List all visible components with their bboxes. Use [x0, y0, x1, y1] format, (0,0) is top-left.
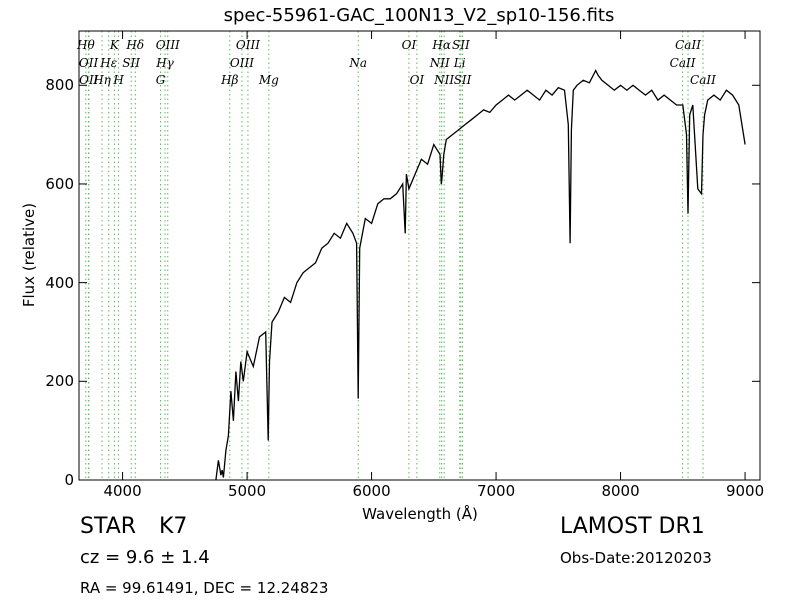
y-tick-label-0: 0	[64, 471, 74, 489]
spectral-line-label-1: OII	[78, 56, 99, 70]
spectral-line-label-9: G	[155, 73, 166, 87]
spectral-line-label-26: CaII	[675, 38, 701, 52]
spectral-line-label-12: Hβ	[221, 73, 239, 87]
spectral-line-label-0: Hθ	[76, 38, 95, 52]
spectral-line-label-13: OIII	[229, 56, 254, 70]
x-axis-label: Wavelength (Å)	[362, 505, 478, 523]
x-tick-label-5: 9000	[725, 482, 765, 500]
spectral-line-label-2: OII	[79, 73, 99, 87]
axis-ticks-layer	[79, 31, 760, 481]
spectral-line-label-15: Mg	[258, 73, 279, 87]
spectral-line-label-20: Hα	[432, 38, 451, 52]
spectral-line-label-10: Hγ	[156, 56, 174, 70]
spectral-line-label-19: NII	[429, 56, 450, 70]
redshift-text: cz = 9.6 ± 1.4	[80, 547, 210, 568]
y-axis-label: Flux (relative)	[20, 202, 38, 308]
x-tick-label-0: 4000	[103, 482, 142, 500]
spectral-line-label-23: SII	[451, 38, 470, 52]
radec-text: RA = 99.61491, DEC = 12.24823	[80, 579, 329, 597]
spectral-line-label-16: Na	[349, 56, 368, 70]
spectral-line-label-22: Li	[453, 56, 466, 70]
spectral-line-label-11: OIII	[155, 38, 180, 52]
spectral-line-label-5: K	[109, 38, 119, 52]
spectral-line-label-3: Hη	[93, 73, 111, 87]
series-spectrum-line	[215, 69, 746, 481]
spectral-line-label-17: OI	[401, 38, 417, 52]
spectral-line-label-8: Hδ	[126, 38, 145, 52]
spectral-lines-layer	[85, 31, 704, 480]
y-tick-label-3: 600	[45, 174, 74, 193]
subclass-label: K7	[159, 514, 188, 539]
survey-label: LAMOST DR1	[560, 514, 705, 539]
plot-frame	[78, 30, 761, 481]
chart-title: spec-55961-GAC_100N13_V2_sp10-156.fits	[223, 5, 615, 26]
x-tick-label-1: 5000	[227, 482, 267, 500]
y-tick-label-2: 400	[45, 273, 74, 292]
spectral-line-label-24: SII	[453, 73, 472, 87]
x-tick-label-2: 6000	[352, 482, 391, 500]
obs-date-text: Obs-Date:20120203	[560, 549, 712, 567]
y-tick-label-4: 800	[45, 76, 74, 95]
spectral-line-label-21: NII	[434, 73, 455, 87]
class-label: STAR	[80, 514, 137, 539]
x-tick-label-4: 8000	[601, 482, 640, 500]
spectral-line-label-4: Hε	[100, 56, 118, 70]
spectral-line-label-27: CaII	[690, 73, 716, 87]
spectral-line-label-14: OIII	[235, 38, 260, 52]
spectral-line-label-7: SII	[122, 56, 141, 70]
spectral-line-label-18: OI	[409, 73, 425, 87]
spectral-line-label-25: CaII	[669, 56, 696, 70]
x-tick-label-3: 7000	[476, 482, 516, 500]
spectral-line-label-6: H	[113, 73, 124, 87]
y-tick-label-1: 200	[45, 372, 74, 391]
